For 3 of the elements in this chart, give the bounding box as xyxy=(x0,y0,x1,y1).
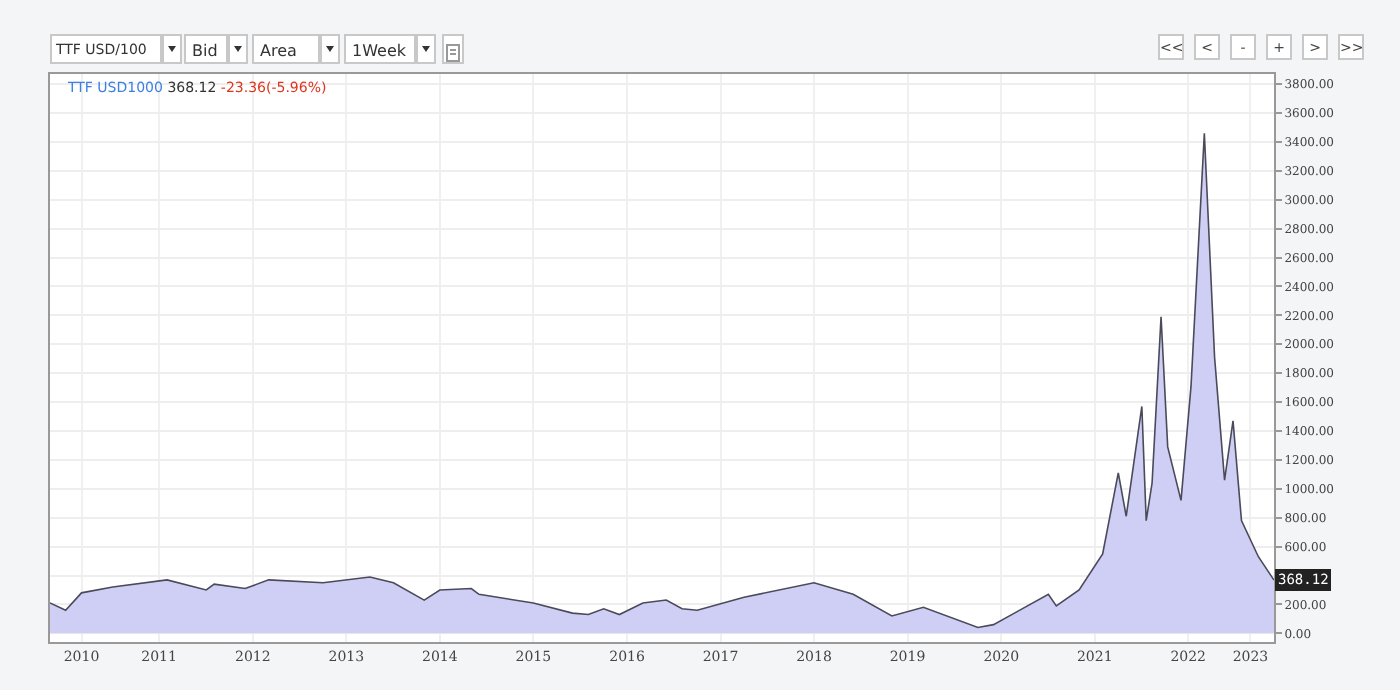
dropdown-field: Bid xyxy=(184,34,228,64)
dropdown-field: 1Week xyxy=(344,34,416,64)
dropdown-field: Area xyxy=(252,34,320,64)
